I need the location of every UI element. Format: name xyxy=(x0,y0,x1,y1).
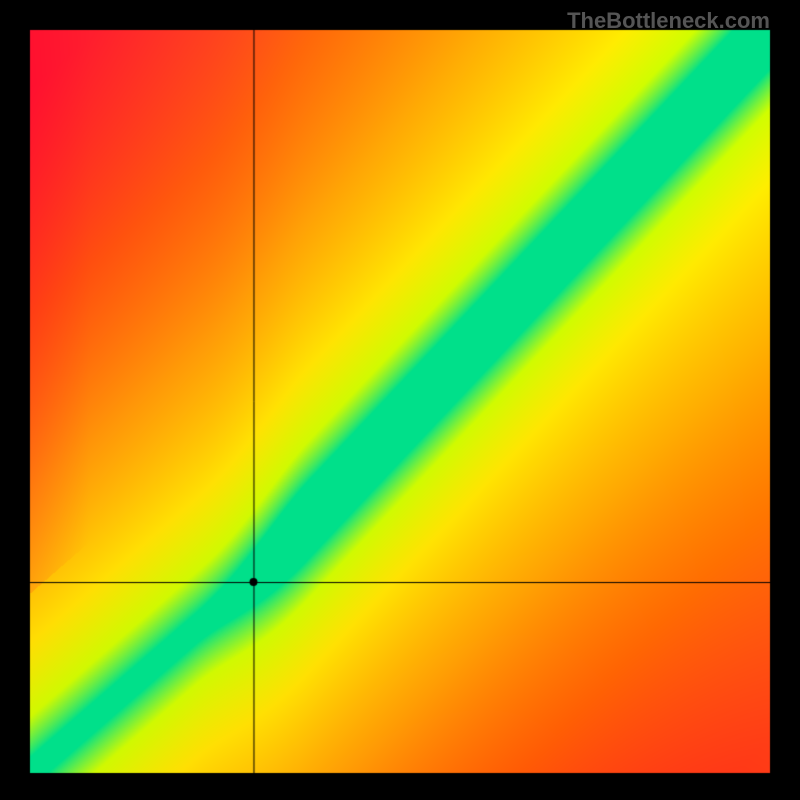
bottleneck-heatmap xyxy=(0,0,800,800)
watermark-text: TheBottleneck.com xyxy=(567,8,770,34)
chart-container: TheBottleneck.com xyxy=(0,0,800,800)
